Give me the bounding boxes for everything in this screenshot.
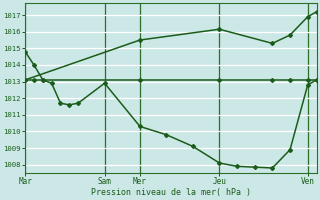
X-axis label: Pression niveau de la mer( hPa ): Pression niveau de la mer( hPa ) — [91, 188, 251, 197]
